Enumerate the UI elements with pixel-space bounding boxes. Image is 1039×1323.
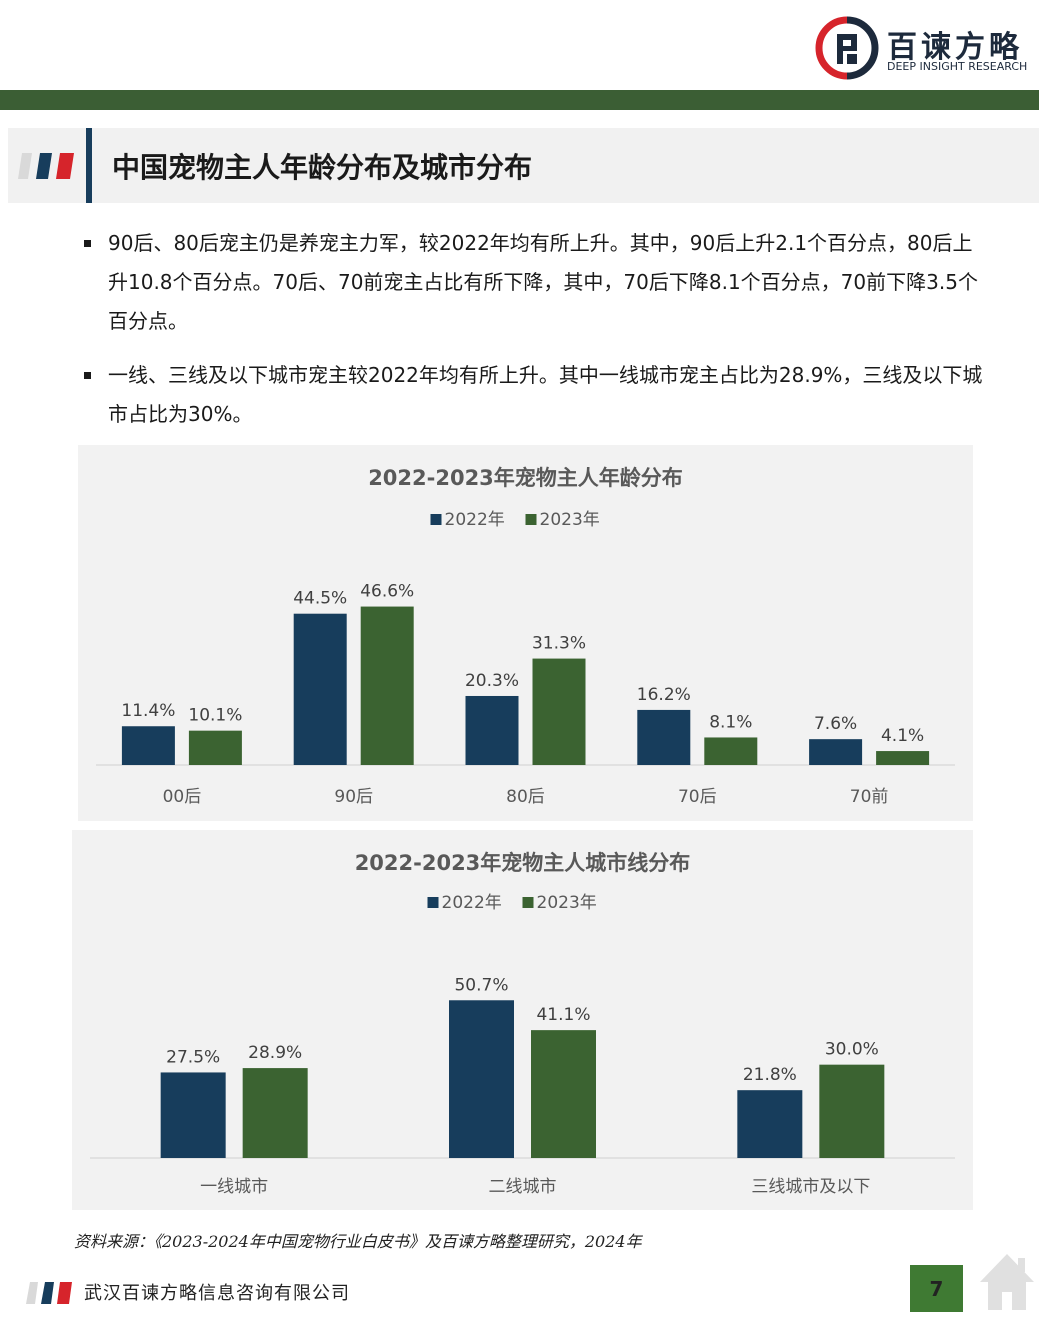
category-label: 一线城市 [200, 1177, 268, 1197]
legend-swatch [427, 897, 439, 908]
data-label: 21.8% [743, 1065, 797, 1085]
bullet-text: 一线、三线及以下城市宠主较2022年均有所上升。其中一线城市宠主占比为28.9%… [108, 363, 983, 426]
bar [188, 730, 242, 765]
city-tier-chart: 2022-2023年宠物主人城市线分布 2022年 2023年 27.5% 28.9% 一… [72, 830, 973, 1210]
data-label: 4.1% [881, 726, 924, 746]
bar [465, 695, 519, 765]
bullet-list: 90后、80后宠主仍是养宠主力军，较2022年均有所上升。其中，90后上升2.1… [84, 224, 984, 449]
bar [704, 737, 758, 765]
data-label: 16.2% [637, 685, 691, 705]
age-distribution-chart: 2022-2023年宠物主人年龄分布 2022年 2023年 11.4% 10.1% 00… [78, 445, 973, 821]
category-label: 00后 [163, 787, 202, 807]
legend-label: 2023年 [540, 510, 600, 530]
data-label: 27.5% [166, 1047, 220, 1067]
bar [531, 1030, 596, 1158]
bar [242, 1068, 308, 1158]
page-title: 中国宠物主人年龄分布及城市分布 [112, 151, 533, 184]
category-label: 80后 [506, 787, 545, 807]
bar [449, 1000, 514, 1158]
bar [121, 726, 175, 765]
category-label: 90后 [334, 787, 373, 807]
legend-label: 2022年 [442, 893, 502, 913]
bar [876, 751, 930, 765]
category-label: 三线城市及以下 [751, 1177, 870, 1197]
data-label: 20.3% [465, 671, 519, 691]
chart-title: 2022-2023年宠物主人城市线分布 [355, 851, 691, 875]
chart-svg: 2022-2023年宠物主人年龄分布 2022年 2023年 11.4% 10.1% 00… [96, 466, 955, 807]
bullet-marker [84, 372, 91, 379]
data-label: 11.4% [121, 701, 175, 721]
bar [809, 739, 863, 765]
data-label: 31.3% [532, 634, 586, 654]
brand-logo: 百谏方略 DEEP INSIGHT RESEARCH [815, 14, 1027, 80]
header-bar [0, 90, 1039, 110]
data-label: 44.5% [293, 589, 347, 609]
bar [819, 1064, 885, 1158]
bullet-text: 90后、80后宠主仍是养宠主力军，较2022年均有所上升。其中，90后上升2.1… [108, 231, 978, 333]
legend-swatch [522, 897, 534, 908]
bar [737, 1090, 803, 1158]
category-label: 二线城市 [489, 1177, 557, 1197]
legend-swatch [525, 514, 537, 525]
bullet-marker [84, 240, 91, 247]
home-icon[interactable] [978, 1252, 1036, 1312]
bullet-item: 一线、三线及以下城市宠主较2022年均有所上升。其中一线城市宠主占比为28.9%… [84, 356, 984, 434]
data-label: 50.7% [454, 975, 508, 995]
bar [160, 1072, 226, 1158]
source-note: 资料来源：《2023-2024年中国宠物行业白皮书》及百谏方略整理研究，2024… [74, 1232, 642, 1251]
legend-label: 2023年 [537, 893, 597, 913]
company-name: 武汉百谏方略信息咨询有限公司 [84, 1283, 350, 1304]
chart-svg: 2022-2023年宠物主人城市线分布 2022年 2023年 27.5% 28.9% 一… [90, 851, 955, 1197]
brand-logo-icon [815, 16, 879, 80]
title-divider [86, 128, 92, 203]
data-label: 7.6% [814, 714, 857, 734]
data-label: 10.1% [188, 706, 242, 726]
bar [360, 606, 414, 765]
brand-name-cn: 百谏方略 [887, 30, 1023, 65]
bullet-item: 90后、80后宠主仍是养宠主力军，较2022年均有所上升。其中，90后上升2.1… [84, 224, 984, 341]
brand-name-en: DEEP INSIGHT RESEARCH [887, 60, 1028, 73]
stripes-icon [18, 153, 74, 179]
title-band: 中国宠物主人年龄分布及城市分布 [8, 128, 1039, 203]
category-label: 70前 [850, 787, 889, 807]
data-label: 8.1% [709, 712, 752, 732]
data-label: 46.6% [360, 582, 414, 602]
data-label: 30.0% [825, 1040, 879, 1060]
bar [293, 613, 347, 765]
page-number: 7 [910, 1265, 963, 1312]
data-label: 41.1% [536, 1005, 590, 1025]
category-label: 70后 [678, 787, 717, 807]
data-label: 28.9% [248, 1043, 302, 1063]
footer-stripes-icon [26, 1282, 72, 1304]
legend-swatch [430, 514, 442, 525]
legend-label: 2022年 [445, 510, 505, 530]
bar [532, 658, 586, 765]
chart-title: 2022-2023年宠物主人年龄分布 [368, 466, 683, 490]
bar [637, 709, 691, 765]
